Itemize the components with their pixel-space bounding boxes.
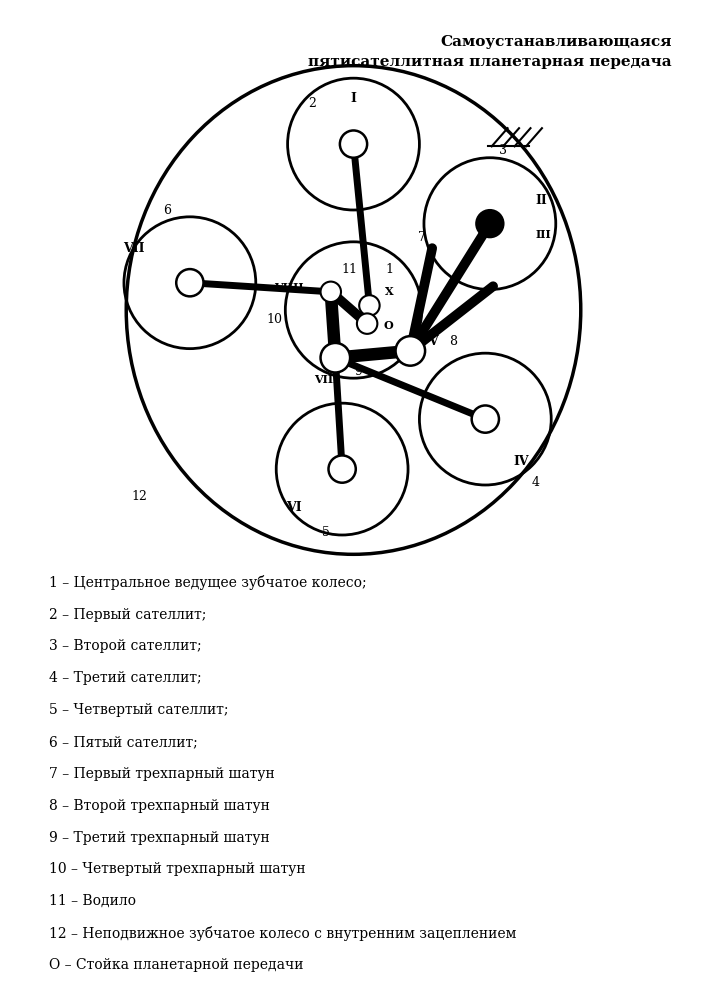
Circle shape <box>477 210 503 237</box>
Text: 11: 11 <box>341 263 357 276</box>
Text: O – Стойка планетарной передачи: O – Стойка планетарной передачи <box>49 958 303 972</box>
Text: 5: 5 <box>322 526 330 539</box>
Text: VIII: VIII <box>314 374 339 385</box>
Circle shape <box>340 130 367 158</box>
Text: O: O <box>383 320 393 331</box>
Text: 4 – Третий сателлит;: 4 – Третий сателлит; <box>49 671 201 685</box>
Text: 6 – Пятый сателлит;: 6 – Пятый сателлит; <box>49 735 197 749</box>
Text: 9: 9 <box>354 365 362 378</box>
Circle shape <box>329 455 356 483</box>
Text: 12 – Неподвижное зубчатое колесо с внутренним зацеплением: 12 – Неподвижное зубчатое колесо с внутр… <box>49 926 516 941</box>
Text: 6: 6 <box>163 204 171 217</box>
Circle shape <box>359 295 380 316</box>
Text: Самоустанавливающаяся: Самоустанавливающаяся <box>440 35 672 49</box>
Text: 4: 4 <box>532 476 539 489</box>
Circle shape <box>472 405 499 433</box>
Text: II: II <box>535 194 547 207</box>
Text: 8: 8 <box>450 335 457 348</box>
Text: 7 – Первый трехпарный шатун: 7 – Первый трехпарный шатун <box>49 767 274 781</box>
Circle shape <box>357 313 378 334</box>
Circle shape <box>320 343 350 372</box>
Text: 10 – Четвертый трехпарный шатун: 10 – Четвертый трехпарный шатун <box>49 862 305 876</box>
Text: VII: VII <box>123 242 144 255</box>
Text: 3: 3 <box>500 144 508 157</box>
Text: VIIII: VIIII <box>274 282 303 293</box>
Text: V: V <box>428 335 438 348</box>
Text: I: I <box>351 92 356 105</box>
Circle shape <box>320 282 341 302</box>
Circle shape <box>176 269 204 296</box>
Text: 8 – Второй трехпарный шатун: 8 – Второй трехпарный шатун <box>49 799 269 813</box>
Text: 1 – Центральное ведущее зубчатое колесо;: 1 – Центральное ведущее зубчатое колесо; <box>49 575 366 590</box>
Text: 5 – Четвертый сателлит;: 5 – Четвертый сателлит; <box>49 703 228 717</box>
Text: 3 – Второй сателлит;: 3 – Второй сателлит; <box>49 639 201 653</box>
Circle shape <box>395 336 425 366</box>
Text: III: III <box>535 230 551 240</box>
Text: 7: 7 <box>418 231 426 244</box>
Text: 1: 1 <box>386 263 394 276</box>
Text: X: X <box>385 286 394 297</box>
Text: 10: 10 <box>266 313 282 326</box>
Text: 2: 2 <box>309 97 317 110</box>
Text: 2 – Первый сателлит;: 2 – Первый сателлит; <box>49 608 206 622</box>
Text: 9 – Третий трехпарный шатун: 9 – Третий трехпарный шатун <box>49 831 269 845</box>
Text: IV: IV <box>514 455 530 468</box>
Text: 11 – Водило: 11 – Водило <box>49 894 136 908</box>
Text: 12: 12 <box>132 490 148 503</box>
Text: пятисателлитная планетарная передача: пятисателлитная планетарная передача <box>308 55 672 69</box>
Text: VI: VI <box>286 501 301 514</box>
